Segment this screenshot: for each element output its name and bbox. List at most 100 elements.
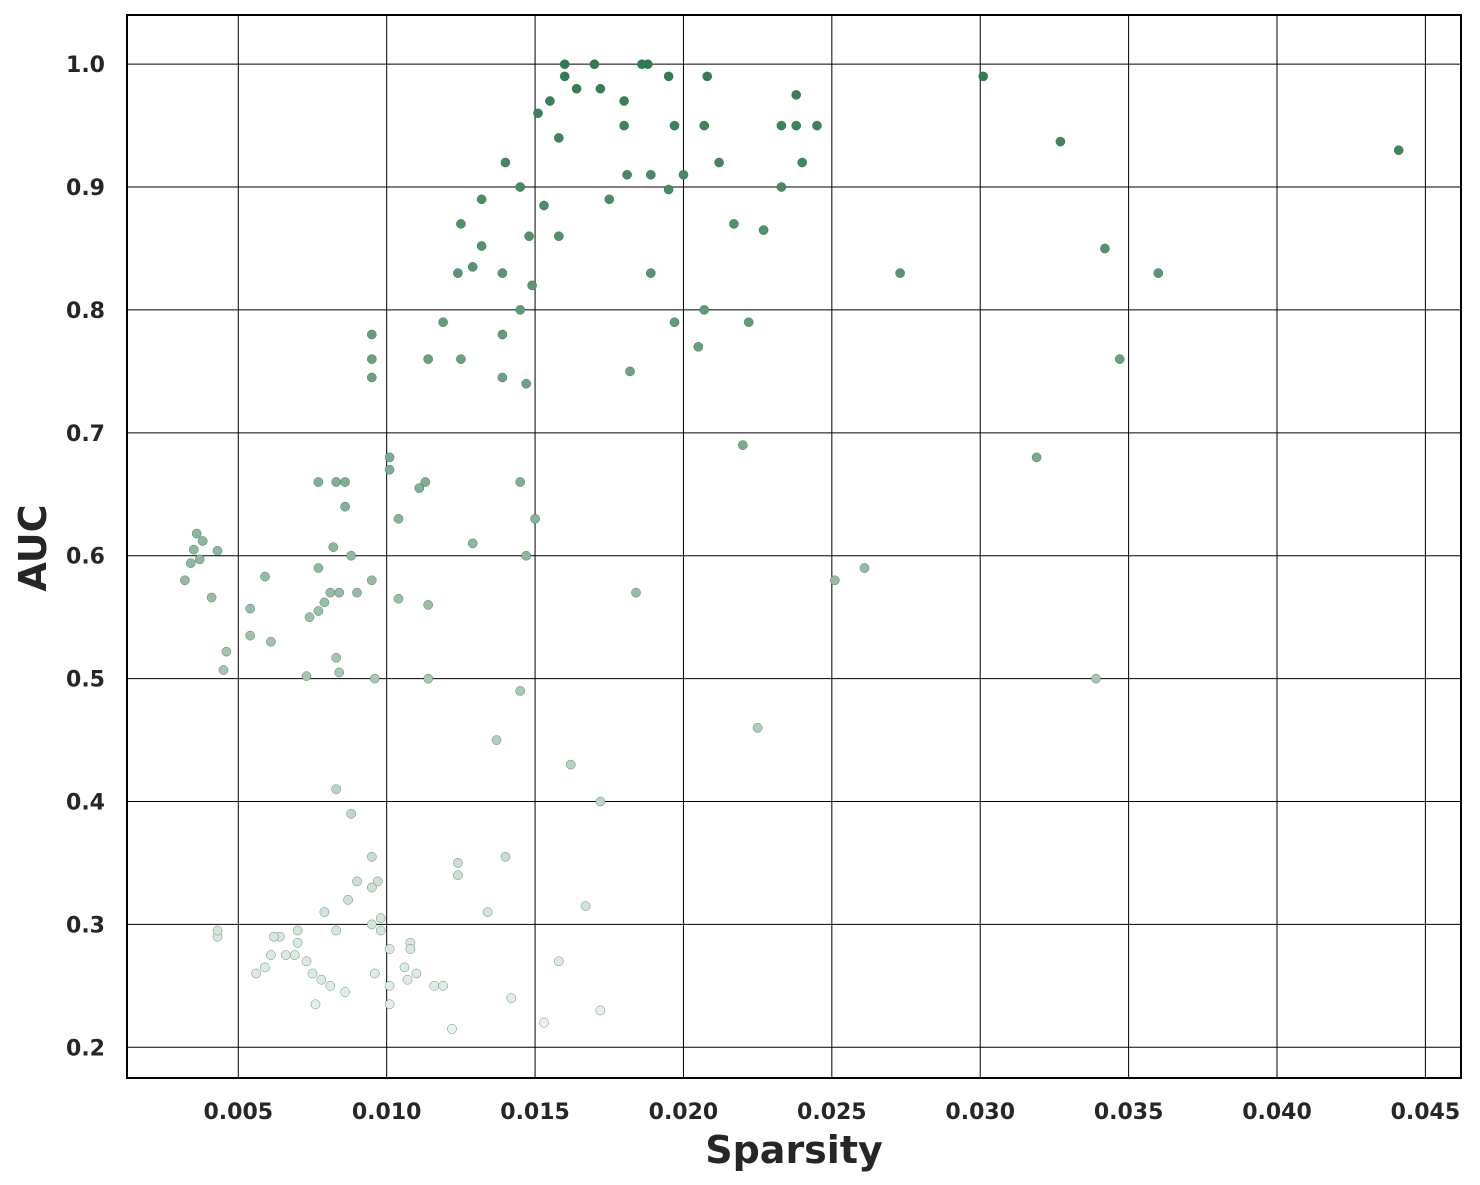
data-point <box>737 440 748 450</box>
data-point <box>500 157 511 168</box>
x-tick-labels: 0.005 0.010 0.015 0.020 0.025 0.030 0.035 0.040… <box>203 1100 1460 1125</box>
data-point <box>366 354 377 364</box>
y-axis-label: AUC <box>11 505 55 592</box>
y-tick-label: 0.2 <box>66 1036 105 1061</box>
data-point <box>212 925 223 936</box>
data-point <box>589 59 600 70</box>
data-point <box>776 182 787 192</box>
data-point <box>375 925 386 936</box>
data-point <box>497 372 508 383</box>
data-point <box>340 501 350 512</box>
x-tick-label: 0.015 <box>500 1100 570 1125</box>
data-point <box>319 597 330 608</box>
data-point <box>595 1005 606 1016</box>
data-point <box>456 354 466 364</box>
data-point <box>325 980 336 991</box>
data-point <box>453 858 463 868</box>
data-point <box>331 652 342 663</box>
data-point <box>185 558 196 568</box>
data-point <box>346 550 356 561</box>
x-tick-label: 0.010 <box>352 1100 422 1125</box>
data-point <box>269 931 279 942</box>
data-point <box>553 133 564 143</box>
data-point <box>393 593 404 604</box>
data-point <box>352 587 362 598</box>
data-point <box>343 894 353 905</box>
data-point <box>524 231 534 242</box>
data-point <box>729 219 739 229</box>
plot-frame <box>126 14 1462 1079</box>
data-point <box>1031 452 1042 463</box>
data-point <box>553 956 564 967</box>
data-point <box>366 851 377 862</box>
data-point <box>669 120 680 131</box>
y-tick-label: 0.9 <box>66 176 105 201</box>
data-point <box>521 378 532 389</box>
data-point <box>604 194 615 205</box>
data-point <box>859 563 870 573</box>
data-point <box>758 225 769 235</box>
data-point <box>1393 145 1404 156</box>
data-point <box>500 851 511 862</box>
data-point <box>571 83 582 94</box>
data-point <box>260 962 270 973</box>
data-point <box>212 545 223 556</box>
data-point <box>384 944 395 954</box>
data-point <box>476 194 487 205</box>
data-point <box>301 956 312 967</box>
data-point <box>414 483 425 493</box>
data-point <box>384 980 395 991</box>
grid-lines <box>127 15 1461 1078</box>
data-point <box>559 59 570 70</box>
y-tick-label: 0.3 <box>66 913 105 938</box>
x-tick-label: 0.030 <box>945 1100 1015 1125</box>
data-point <box>438 980 448 991</box>
data-point <box>678 169 689 180</box>
data-point <box>515 182 526 192</box>
data-point <box>366 882 377 893</box>
data-point <box>384 452 395 463</box>
data-point <box>553 231 564 242</box>
data-point <box>313 606 324 616</box>
data-point <box>188 544 199 555</box>
x-axis-label: Sparsity <box>705 1128 883 1172</box>
data-point <box>645 268 656 278</box>
data-point <box>625 366 635 377</box>
data-point <box>366 575 377 586</box>
data-point <box>346 808 356 819</box>
data-point <box>491 735 502 745</box>
data-point <box>693 341 704 352</box>
data-point <box>637 59 647 70</box>
data-point <box>797 157 808 168</box>
data-point <box>595 796 606 807</box>
data-point <box>631 587 641 598</box>
data-point <box>1114 354 1125 364</box>
data-point <box>702 71 713 82</box>
data-point <box>580 901 591 911</box>
y-tick-label: 0.4 <box>66 790 105 815</box>
data-point <box>372 876 383 887</box>
data-point <box>384 464 395 475</box>
data-point <box>366 919 377 930</box>
data-point <box>467 538 478 549</box>
data-point <box>515 686 526 696</box>
data-point <box>328 542 339 552</box>
data-point <box>895 268 905 278</box>
data-point <box>194 554 205 565</box>
data-point <box>292 925 303 936</box>
data-point <box>530 513 540 524</box>
data-point <box>429 980 440 991</box>
data-point <box>1055 136 1066 147</box>
y-tick-label: 0.5 <box>66 668 105 693</box>
data-point <box>565 759 576 770</box>
data-point <box>316 974 327 985</box>
data-point <box>539 1017 549 1028</box>
data-point <box>699 120 710 131</box>
data-point <box>438 317 448 328</box>
data-point <box>313 563 324 573</box>
data-points <box>180 59 1404 1034</box>
y-tick-label: 0.8 <box>66 299 105 324</box>
data-point <box>776 120 787 131</box>
data-point <box>245 603 256 614</box>
